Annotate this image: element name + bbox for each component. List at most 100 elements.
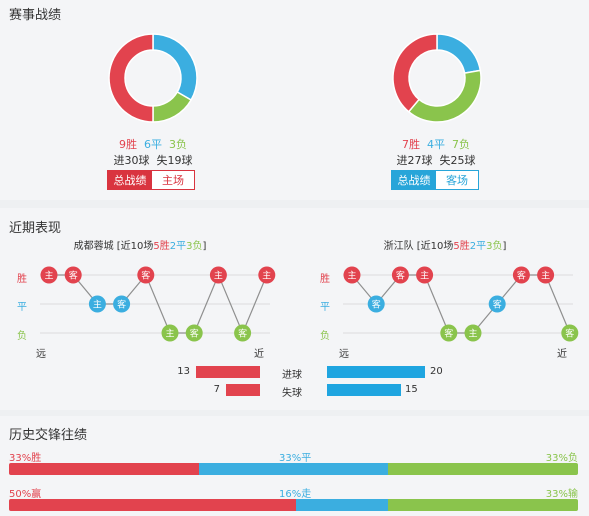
right-recent-suffix: ] xyxy=(502,241,507,252)
right-goals-text: 进27球 失25球 xyxy=(396,154,476,167)
left-recent-suffix: ] xyxy=(202,241,207,252)
right-wins-label: 7胜 xyxy=(402,138,420,151)
right-recent-wins: 5胜 xyxy=(453,241,470,252)
left-scored-bar xyxy=(196,366,260,378)
left-form-point xyxy=(137,266,155,284)
left-wdl-counts: 9胜 6平 3负 xyxy=(73,136,233,152)
right-form-venue-label: 客 xyxy=(444,328,453,340)
h2h-bar-loss-segment xyxy=(388,499,578,511)
right-conceded-value: 15 xyxy=(405,384,418,395)
h2h-bar-draw-segment xyxy=(296,499,389,511)
left-form-line xyxy=(49,273,268,335)
right-form-venue-label: 主 xyxy=(347,270,356,282)
right-near-label: 近 xyxy=(557,349,567,360)
left-near-label: 近 xyxy=(254,349,264,360)
left-conceded-value: 7 xyxy=(213,384,220,395)
right-record-donut xyxy=(392,33,482,123)
h2h-draw-label: 33%平 xyxy=(279,453,312,464)
section-title: 历史交锋往绩 xyxy=(9,428,88,443)
right-row-draw-label: 平 xyxy=(320,302,330,313)
section-title: 近期表现 xyxy=(9,221,62,236)
right-donut-losses-slice xyxy=(407,69,482,123)
left-row-win-label: 胜 xyxy=(17,274,27,285)
h2h-handicap-loss-label: 33%输 xyxy=(545,489,578,500)
left-form-venue-label: 主 xyxy=(262,270,271,282)
h2h-handicap-bar xyxy=(9,499,578,511)
right-form-point xyxy=(440,324,458,342)
left-tab-home[interactable]: 主场 xyxy=(152,171,194,189)
left-form-point xyxy=(185,324,203,342)
left-form-venue-label: 客 xyxy=(69,270,78,282)
left-wins-label: 9胜 xyxy=(119,138,137,151)
left-form-venue-label: 客 xyxy=(190,328,199,340)
left-donut-draws-slice xyxy=(152,33,198,102)
right-row-win-label: 胜 xyxy=(320,274,330,285)
right-team-name: 浙江队 xyxy=(383,241,414,252)
right-form-venue-label: 客 xyxy=(493,299,502,311)
left-form-point xyxy=(234,324,252,342)
left-form-venue-label: 主 xyxy=(165,328,174,340)
h2h-handicap-win-label: 50%赢 xyxy=(9,489,42,500)
left-form-point xyxy=(161,324,179,342)
left-tab-all[interactable]: 总战绩 xyxy=(108,171,152,189)
h2h-bar-draw-segment xyxy=(198,463,389,475)
h2h-result-bar xyxy=(9,463,578,475)
head-to-head-section: 历史交锋往绩 33%胜 33%平 33%负 50%赢 16%走 33%输 xyxy=(0,416,589,516)
h2h-bar-win-segment xyxy=(9,499,297,511)
right-recent-draws: 2平 xyxy=(469,241,487,252)
right-form-venue-label: 客 xyxy=(517,270,526,282)
left-form-point xyxy=(209,266,227,284)
right-team-recent-header: 浙江队 [近10场5胜2平3负] xyxy=(345,237,545,252)
left-donut-losses-slice xyxy=(152,90,193,123)
right-far-label: 远 xyxy=(339,349,349,360)
right-recent-prefix: [近10场 xyxy=(413,241,454,252)
left-team-recent-header: 成都蓉城 [近10场5胜2平3负] xyxy=(40,237,240,252)
right-donut-wins-slice xyxy=(392,33,438,113)
left-form-venue-label: 主 xyxy=(214,270,223,282)
left-form-point xyxy=(113,295,131,313)
left-recent-wins: 5胜 xyxy=(153,241,170,252)
right-form-venue-label: 主 xyxy=(468,328,477,340)
left-recent-draws: 2平 xyxy=(169,241,187,252)
scored-label: 进球 xyxy=(282,370,302,381)
right-form-point xyxy=(416,266,434,284)
right-form-venue-label: 主 xyxy=(420,270,429,282)
season-record-section: 赛事战绩 9胜 6平 3负 进30球 失19球 7胜 4平 7负 进27球 失2… xyxy=(0,0,589,200)
right-form-point xyxy=(343,266,361,284)
h2h-handicap-push-label: 16%走 xyxy=(279,489,312,500)
right-form-point xyxy=(537,266,555,284)
right-form-point xyxy=(512,266,530,284)
left-form-point xyxy=(64,266,82,284)
right-form-venue-label: 客 xyxy=(396,270,405,282)
left-donut-wins-slice xyxy=(108,33,154,123)
left-row-loss-label: 负 xyxy=(17,331,27,342)
conceded-label: 失球 xyxy=(282,388,302,399)
left-form-venue-label: 主 xyxy=(93,299,102,311)
right-form-point xyxy=(464,324,482,342)
left-team-name: 成都蓉城 xyxy=(73,241,114,252)
right-form-venue-label: 主 xyxy=(541,270,550,282)
right-scored-value: 20 xyxy=(430,366,443,377)
right-row-loss-label: 负 xyxy=(320,331,330,342)
right-tab-away[interactable]: 客场 xyxy=(436,171,478,189)
left-draws-label: 6平 xyxy=(144,138,162,151)
right-form-venue-label: 客 xyxy=(372,299,381,311)
right-form-line xyxy=(351,274,571,334)
left-row-draw-label: 平 xyxy=(17,302,27,313)
left-form-venue-label: 客 xyxy=(238,328,247,340)
right-donut-draws-slice xyxy=(436,33,482,75)
left-recent-form-chart: 主客主 客客主 客主客主 xyxy=(40,266,276,342)
right-form-venue-label: 客 xyxy=(565,328,574,340)
right-tab-all[interactable]: 总战绩 xyxy=(392,171,436,189)
right-form-point xyxy=(367,295,385,313)
right-recent-form-chart: 主客客 主客 主客客 主客 xyxy=(343,266,579,342)
left-form-venue-label: 主 xyxy=(44,270,53,282)
left-conceded-bar xyxy=(225,384,260,396)
right-form-point xyxy=(561,324,579,342)
h2h-loss-label: 33%负 xyxy=(545,453,578,464)
right-scored-bar xyxy=(327,366,425,378)
left-recent-prefix: [近10场 xyxy=(113,241,154,252)
left-record-donut xyxy=(108,33,198,123)
left-form-venue-label: 客 xyxy=(141,270,150,282)
h2h-win-label: 33%胜 xyxy=(9,453,42,464)
